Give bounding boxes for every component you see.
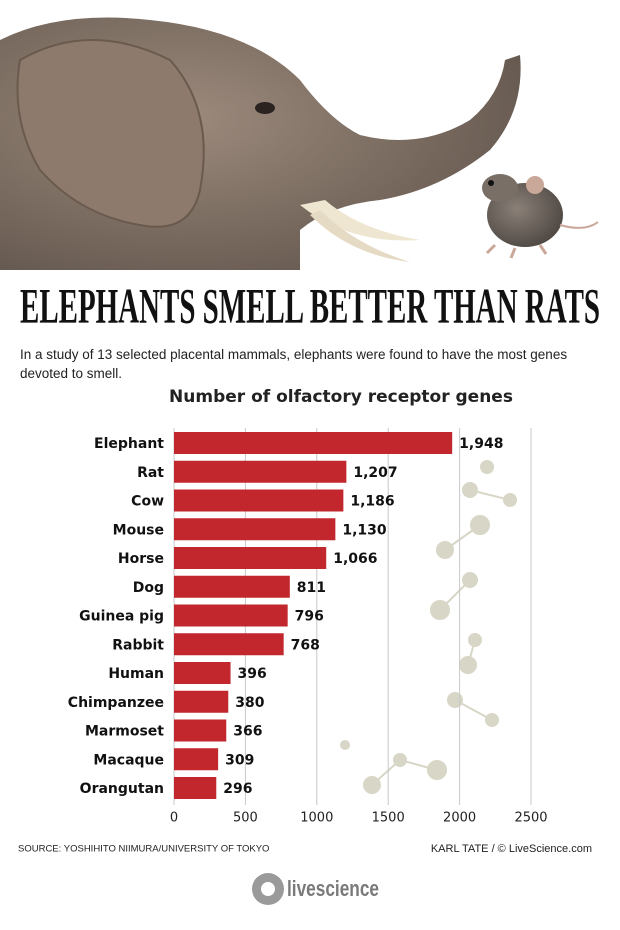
x-tick-label: 1500 <box>372 811 405 826</box>
value-label: 811 <box>297 580 326 596</box>
bar <box>174 719 227 742</box>
x-tick-label: 2500 <box>514 811 547 826</box>
y-tick-label: Horse <box>118 551 164 567</box>
x-tick-label: 2000 <box>443 811 476 826</box>
subtitle: In a study of 13 selected placental mamm… <box>20 347 568 381</box>
chart-title: Number of olfactory receptor genes <box>169 387 513 407</box>
value-label: 1,207 <box>353 465 397 481</box>
bar <box>174 489 344 512</box>
y-tick-label: Human <box>108 666 164 682</box>
value-label: 796 <box>295 609 324 625</box>
value-label: 1,948 <box>459 436 503 452</box>
value-label: 380 <box>235 695 264 711</box>
bar <box>174 662 231 684</box>
value-label: 1,186 <box>350 494 394 510</box>
dna-decoration <box>340 460 517 794</box>
bar <box>174 777 217 799</box>
bar <box>174 547 327 569</box>
logo: livescience <box>287 876 379 901</box>
bar <box>174 748 219 771</box>
y-tick-label: Macaque <box>93 752 164 768</box>
bar <box>174 460 347 483</box>
y-tick-label: Elephant <box>94 436 164 452</box>
value-label: 296 <box>223 781 252 797</box>
y-tick-label: Mouse <box>113 522 164 538</box>
title: ELEPHANTS SMELL BETTER THAN RATS <box>20 277 600 333</box>
credit: KARL TATE / © LiveScience.com <box>431 843 592 855</box>
x-tick-label: 0 <box>170 811 178 826</box>
y-tick-label: Rat <box>137 465 164 481</box>
value-label: 1,066 <box>333 551 377 567</box>
source: SOURCE: YOSHIHITO NIIMURA/UNIVERSITY OF … <box>18 844 269 855</box>
y-tick-label: Guinea pig <box>79 609 164 625</box>
y-tick-label: Rabbit <box>112 637 164 653</box>
y-tick-label: Dog <box>133 580 164 596</box>
y-tick-label: Marmoset <box>85 724 164 740</box>
x-tick-label: 1000 <box>300 811 333 826</box>
bar <box>174 690 229 713</box>
bar <box>174 575 290 598</box>
value-label: 366 <box>233 724 262 740</box>
value-label: 1,130 <box>342 522 387 538</box>
bar <box>174 518 336 541</box>
y-tick-label: Cow <box>131 494 164 510</box>
x-tick-label: 500 <box>233 811 258 826</box>
value-label: 396 <box>238 666 267 682</box>
y-tick-label: Chimpanzee <box>68 695 164 711</box>
logo-splash-core <box>261 882 275 896</box>
value-label: 768 <box>291 637 320 653</box>
y-tick-label: Orangutan <box>80 781 164 797</box>
value-label: 309 <box>225 752 254 768</box>
elephant-illustration <box>0 17 521 270</box>
bar <box>174 604 288 627</box>
rat-illustration <box>482 174 599 259</box>
bar <box>174 432 453 454</box>
bar <box>174 633 284 656</box>
